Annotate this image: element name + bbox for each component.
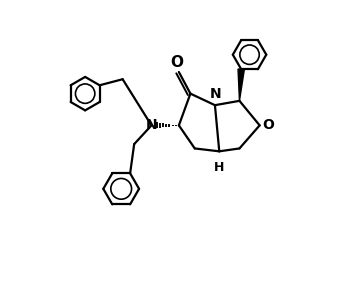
Polygon shape — [238, 69, 244, 101]
Text: N: N — [146, 118, 158, 132]
Text: O: O — [170, 55, 183, 70]
Text: H: H — [214, 161, 224, 173]
Text: O: O — [262, 118, 274, 132]
Text: N: N — [210, 87, 221, 101]
